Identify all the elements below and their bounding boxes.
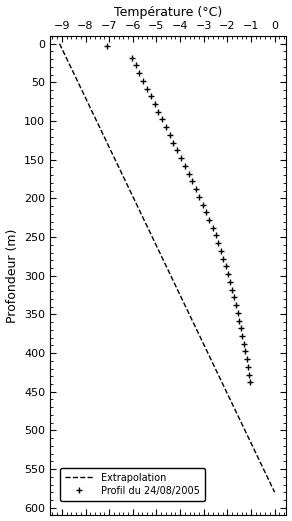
- Profil du 24/08/2005: [246, 364, 250, 370]
- Profil du 24/08/2005: [208, 217, 211, 223]
- Profil du 24/08/2005: [194, 186, 198, 192]
- Profil du 24/08/2005: [232, 294, 236, 301]
- Profil du 24/08/2005: [160, 116, 164, 122]
- Profil du 24/08/2005: [222, 256, 225, 262]
- Profil du 24/08/2005: [239, 325, 243, 331]
- Profil du 24/08/2005: [234, 302, 238, 308]
- Profil du 24/08/2005: [238, 317, 241, 324]
- Profil du 24/08/2005: [231, 287, 234, 293]
- X-axis label: Température (°C): Température (°C): [114, 6, 223, 19]
- Profil du 24/08/2005: [236, 309, 239, 316]
- Profil du 24/08/2005: [228, 279, 232, 285]
- Profil du 24/08/2005: [217, 240, 220, 246]
- Profil du 24/08/2005: [183, 163, 187, 169]
- Profil du 24/08/2005: [138, 70, 141, 76]
- Profil du 24/08/2005: [172, 140, 175, 146]
- Profil du 24/08/2005: [105, 43, 109, 49]
- Profil du 24/08/2005: [226, 271, 230, 277]
- Legend: Extrapolation, Profil du 24/08/2005: Extrapolation, Profil du 24/08/2005: [60, 468, 205, 501]
- Profil du 24/08/2005: [134, 62, 138, 68]
- Profil du 24/08/2005: [130, 55, 133, 61]
- Profil du 24/08/2005: [164, 124, 168, 130]
- Profil du 24/08/2005: [141, 78, 145, 84]
- Profil du 24/08/2005: [145, 85, 149, 92]
- Profil du 24/08/2005: [214, 232, 217, 239]
- Profil du 24/08/2005: [219, 248, 223, 254]
- Profil du 24/08/2005: [175, 147, 179, 154]
- Profil du 24/08/2005: [179, 155, 183, 162]
- Profil du 24/08/2005: [241, 333, 244, 339]
- Profil du 24/08/2005: [242, 341, 246, 347]
- Profil du 24/08/2005: [198, 194, 201, 200]
- Profil du 24/08/2005: [201, 202, 204, 208]
- Profil du 24/08/2005: [157, 109, 160, 115]
- Profil du 24/08/2005: [204, 209, 208, 215]
- Line: Profil du 24/08/2005: Profil du 24/08/2005: [103, 43, 254, 386]
- Profil du 24/08/2005: [149, 93, 152, 100]
- Profil du 24/08/2005: [247, 371, 251, 378]
- Profil du 24/08/2005: [245, 356, 248, 362]
- Profil du 24/08/2005: [248, 379, 252, 386]
- Profil du 24/08/2005: [191, 178, 194, 184]
- Profil du 24/08/2005: [168, 132, 171, 138]
- Profil du 24/08/2005: [244, 349, 247, 355]
- Profil du 24/08/2005: [224, 263, 227, 269]
- Y-axis label: Profondeur (m): Profondeur (m): [6, 229, 19, 323]
- Profil du 24/08/2005: [187, 170, 190, 177]
- Profil du 24/08/2005: [211, 225, 214, 231]
- Profil du 24/08/2005: [153, 101, 156, 107]
